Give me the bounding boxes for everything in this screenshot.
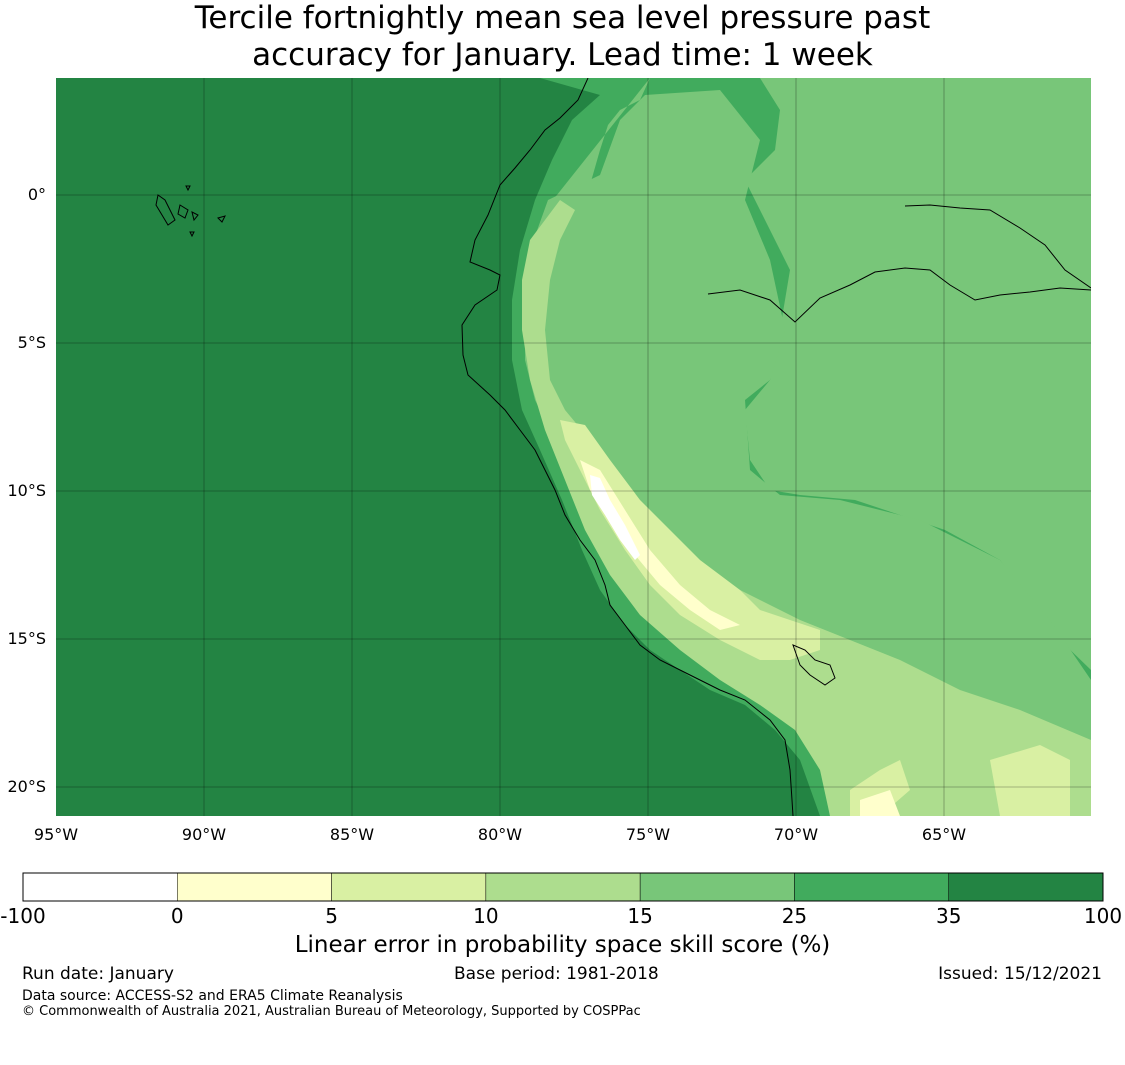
field-15-25	[545, 78, 1091, 670]
colorbar-segment	[794, 872, 949, 902]
colorbar-tick-label: 5	[325, 904, 338, 928]
lon-tick-label: 90°W	[182, 825, 226, 844]
title-line-1: Tercile fortnightly mean sea level press…	[194, 0, 931, 36]
lon-tick-label: 80°W	[478, 825, 522, 844]
colorbar-tick-label: -100	[0, 904, 45, 928]
lon-tick-label: 95°W	[34, 825, 78, 844]
copyright: © Commonwealth of Australia 2021, Austra…	[22, 1004, 641, 1019]
colorbar-segment	[331, 872, 487, 902]
field-15-25b	[525, 90, 1091, 816]
lat-tick-label: 0°	[28, 185, 46, 204]
lon-tick-label: 70°W	[774, 825, 818, 844]
colorbar-label: Linear error in probability space skill …	[294, 932, 831, 958]
lat-tick-label: 15°S	[7, 629, 46, 648]
field-lt0	[590, 475, 640, 560]
colorbar-tick-label: 0	[171, 904, 184, 928]
lat-tick-labels: 0° 5°S 10°S 15°S 20°S	[7, 185, 46, 796]
skill-score-map: 95°W 90°W 85°W 80°W 75°W 70°W 65°W 0° 5°…	[7, 78, 1091, 844]
base-period: Base period: 1981-2018	[454, 964, 659, 984]
colorbar-segment	[485, 872, 641, 902]
colorbar-segment	[22, 872, 178, 902]
colorbar-segment	[948, 872, 1104, 902]
colorbar-segment	[639, 872, 795, 902]
lat-tick-label: 10°S	[7, 481, 46, 500]
gridlines	[56, 78, 1091, 816]
amazon-river	[707, 267, 1091, 323]
colorbar-tick-label: 15	[627, 904, 652, 928]
lat-tick-label: 20°S	[7, 777, 46, 796]
lon-tick-labels: 95°W 90°W 85°W 80°W 75°W 70°W 65°W	[34, 825, 966, 844]
galapagos-islands	[155, 185, 226, 238]
colorbar-tick-label: 100	[1084, 904, 1122, 928]
issued-date: Issued: 15/12/2021	[938, 964, 1102, 984]
river-north	[904, 204, 1091, 289]
data-source: Data source: ACCESS-S2 and ERA5 Climate …	[22, 988, 403, 1004]
chart-title: Tercile fortnightly mean sea level press…	[0, 0, 1125, 74]
field-5-10	[560, 420, 1070, 816]
colorbar-tick-label: 35	[936, 904, 961, 928]
coastline-south-america	[461, 78, 794, 816]
colorbar: -100 0 5 10 15 25 35 100	[0, 872, 1122, 928]
title-line-2: accuracy for January. Lead time: 1 week	[252, 37, 873, 73]
colorbar-tick-label: 25	[782, 904, 807, 928]
field-0-5	[580, 460, 900, 816]
lon-tick-label: 65°W	[922, 825, 966, 844]
colorbar-segment	[177, 872, 332, 902]
lake-titicaca	[792, 644, 836, 686]
run-date: Run date: January	[22, 964, 174, 984]
colorbar-tick-label: 10	[473, 904, 498, 928]
lat-tick-label: 5°S	[18, 333, 46, 352]
lon-tick-label: 75°W	[626, 825, 670, 844]
lon-tick-label: 85°W	[330, 825, 374, 844]
